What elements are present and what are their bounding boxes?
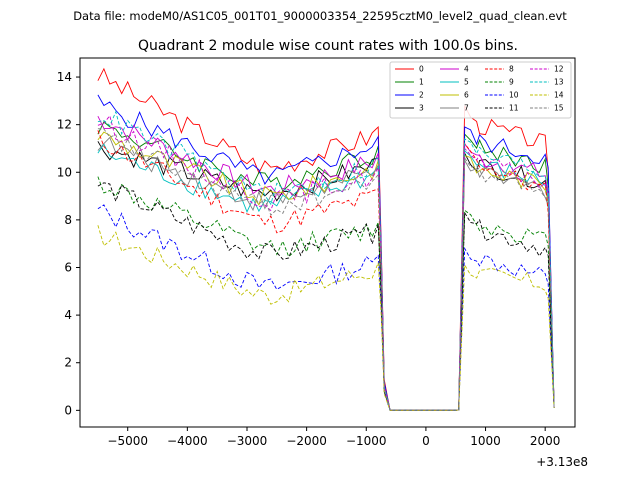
series-line-13 [97, 110, 555, 411]
legend-label: 12 [554, 65, 564, 74]
y-tick-label: 6 [64, 260, 72, 274]
legend-label: 0 [419, 65, 424, 74]
legend-label: 6 [464, 91, 469, 100]
legend-label: 13 [554, 78, 564, 87]
y-tick-label: 8 [64, 213, 72, 227]
legend-label: 11 [509, 104, 519, 113]
series-line-10 [97, 204, 555, 411]
legend-label: 15 [554, 104, 564, 113]
y-tick-label: 14 [57, 70, 72, 84]
x-tick-label: 2000 [530, 434, 561, 448]
series-line-4 [97, 116, 555, 411]
legend-label: 4 [464, 65, 469, 74]
series-line-8 [97, 130, 555, 411]
series-line-0 [97, 67, 555, 411]
plot-area [97, 67, 555, 411]
y-tick-label: 4 [64, 308, 72, 322]
x-tick-label: −1000 [346, 434, 387, 448]
series-line-7 [97, 136, 555, 411]
x-tick-label: −5000 [107, 434, 148, 448]
legend-box [389, 61, 572, 119]
legend-label: 2 [419, 91, 424, 100]
series-line-5 [97, 143, 555, 411]
legend-label: 3 [419, 104, 424, 113]
x-tick-label: −2000 [286, 434, 327, 448]
series-line-14 [97, 225, 555, 411]
legend-label: 14 [554, 91, 564, 100]
y-tick-label: 2 [64, 356, 72, 370]
x-tick-label: −4000 [167, 434, 208, 448]
legend-label: 9 [509, 78, 514, 87]
legend-label: 7 [464, 104, 469, 113]
series-line-12 [97, 114, 555, 411]
legend-label: 8 [509, 65, 514, 74]
y-tick-label: 12 [57, 118, 72, 132]
legend-label: 1 [419, 78, 424, 87]
x-tick-label: −3000 [227, 434, 268, 448]
series-line-2 [97, 94, 555, 411]
x-offset-label: +3.13e8 [536, 455, 588, 469]
x-tick-label: 0 [422, 434, 430, 448]
axes-frame [79, 57, 576, 428]
y-tick-label: 0 [64, 403, 72, 417]
x-axis: −5000 −4000 −3000 −2000 −1000 0 1000 2000 [107, 427, 560, 448]
y-tick-label: 10 [57, 165, 72, 179]
chart-title: Quadrant 2 module wise count rates with … [138, 38, 518, 54]
chart-suptitle: Data file: modeM0/AS1C05_001T01_90000033… [73, 9, 567, 23]
legend-label: 10 [509, 91, 519, 100]
series-line-9 [97, 176, 555, 411]
legend-label: 5 [464, 78, 469, 87]
y-axis: 0 2 4 6 8 10 12 14 [57, 70, 80, 417]
x-tick-label: 1000 [470, 434, 501, 448]
series-line-15 [97, 128, 555, 411]
series-line-11 [97, 182, 555, 411]
